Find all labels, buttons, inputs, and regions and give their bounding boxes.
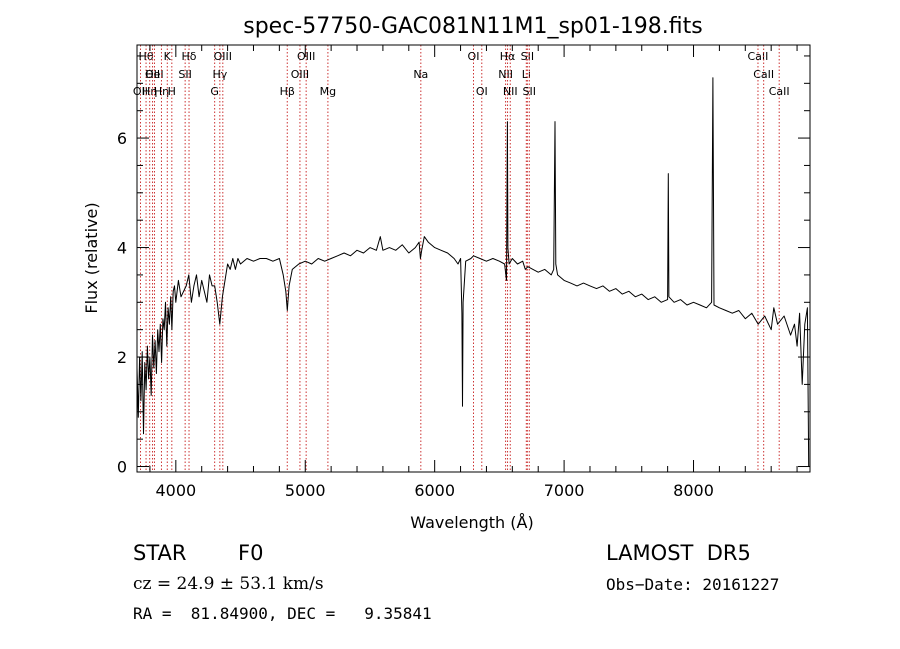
obs-date: Obs−Date: 20161227 xyxy=(606,575,780,594)
line-marker-label-24: SII xyxy=(521,50,534,63)
line-marker-label-19: OI xyxy=(476,85,488,98)
plot-frame xyxy=(136,44,811,473)
line-marker-label-8: SII xyxy=(178,68,191,81)
y-axis-label: Flux (relative) xyxy=(82,202,101,313)
line-marker-label-13: Hβ xyxy=(280,85,295,98)
x-tick-label-0: 4000 xyxy=(155,481,196,500)
axis-ticks: 4000 5000 6000 7000 8000 0 2 4 6 xyxy=(117,45,810,500)
y-tick-label-0: 0 xyxy=(117,458,127,477)
line-marker-label-16: Mg xyxy=(320,85,336,98)
line-marker-label-10: G xyxy=(210,85,219,98)
redshift-text: cz = 24.9 ± 53.1 km/s xyxy=(133,574,324,594)
line-marker-label-22: NII xyxy=(503,85,518,98)
line-marker-label-5: Hη xyxy=(154,85,169,98)
line-marker-label-21: Hα xyxy=(500,50,516,63)
line-marker-label-14: OIII xyxy=(291,68,309,81)
line-marker-label-6: K xyxy=(164,50,172,63)
x-tick-label-2: 6000 xyxy=(414,481,455,500)
line-marker-label-27: CaII xyxy=(753,68,774,81)
line-marker-label-1: Hθ xyxy=(139,50,154,63)
x-tick-label-1: 5000 xyxy=(285,481,326,500)
object-subclass: F0 xyxy=(238,541,264,565)
line-marker-label-23: Li xyxy=(522,68,531,81)
line-marker-label-25: SII xyxy=(523,85,536,98)
y-tick-label-1: 2 xyxy=(117,348,127,367)
line-marker-label-17: Na xyxy=(413,68,428,81)
line-marker-label-11: Hγ xyxy=(212,68,227,81)
series-line-0 xyxy=(136,77,810,467)
x-tick-label-4: 8000 xyxy=(673,481,714,500)
line-marker-label-9: Hδ xyxy=(182,50,197,63)
object-class: STAR xyxy=(133,541,187,565)
line-marker-label-2: Hη xyxy=(142,85,157,98)
x-axis-label: Wavelength (Å) xyxy=(410,513,533,532)
line-markers: OIIHθHηOIIHeIHηKHSIIHδGHγOIIIHβOIIIOIIIM… xyxy=(133,45,790,472)
x-tick-label-3: 7000 xyxy=(544,481,585,500)
line-marker-label-20: NII xyxy=(498,68,513,81)
coordinates: RA = 81.84900, DEC = 9.35841 xyxy=(133,604,432,623)
line-marker-label-12: OIII xyxy=(214,50,232,63)
chart-title: spec-57750-GAC081N11M1_sp01-198.fits xyxy=(243,14,703,39)
line-marker-label-7: H xyxy=(168,85,176,98)
line-marker-label-26: CaII xyxy=(748,50,769,63)
line-marker-label-28: CaII xyxy=(769,85,790,98)
y-tick-label-3: 6 xyxy=(117,129,127,148)
line-marker-label-18: OI xyxy=(468,50,480,63)
line-marker-label-4: HeI xyxy=(145,68,163,81)
survey-name: LAMOST DR5 xyxy=(606,541,751,565)
spectrum-series xyxy=(136,77,810,467)
line-marker-label-3: OII xyxy=(145,68,160,81)
y-tick-label-2: 4 xyxy=(117,239,127,258)
line-marker-label-15: OIII xyxy=(297,50,315,63)
